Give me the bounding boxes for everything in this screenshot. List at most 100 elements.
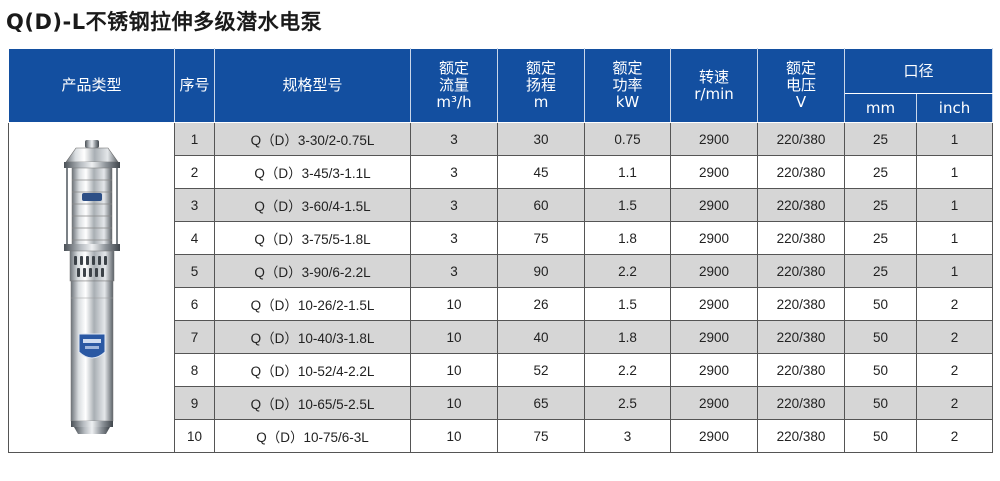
header-flow-unit: m³/h [436, 93, 472, 111]
cell-flow: 3 [410, 155, 498, 189]
cell-flow: 10 [410, 353, 498, 387]
cell-seq: 7 [174, 320, 215, 354]
cell-flow: 10 [410, 386, 498, 420]
header-speed: 转速 r/min [670, 48, 758, 123]
cell-mm: 50 [844, 320, 917, 354]
cell-speed: 2900 [670, 386, 758, 420]
cell-mm: 50 [844, 353, 917, 387]
cell-inch: 2 [915, 353, 994, 387]
cell-mm: 25 [844, 155, 917, 189]
cell-power: 2.2 [584, 254, 671, 288]
cell-seq: 9 [174, 386, 215, 420]
cell-head: 60 [497, 188, 585, 222]
cell-mm: 25 [844, 254, 917, 288]
cell-voltage: 220/380 [757, 419, 845, 453]
header-voltage: 额定 电压 V [757, 48, 845, 123]
header-head-unit: m [533, 93, 549, 111]
cell-inch: 1 [915, 155, 994, 189]
cell-head: 30 [497, 122, 585, 156]
header-power-line2: 功率 [612, 76, 643, 94]
cell-speed: 2900 [670, 122, 758, 156]
header-head: 额定 扬程 m [497, 48, 585, 123]
cell-voltage: 220/380 [757, 320, 845, 354]
cell-voltage: 220/380 [757, 221, 845, 255]
cell-power: 0.75 [584, 122, 671, 156]
cell-head: 90 [497, 254, 585, 288]
cell-power: 1.1 [584, 155, 671, 189]
cell-voltage: 220/380 [757, 353, 845, 387]
cell-speed: 2900 [670, 221, 758, 255]
cell-flow: 3 [410, 221, 498, 255]
cell-inch: 1 [915, 254, 994, 288]
cell-inch: 2 [915, 320, 994, 354]
cell-inch: 2 [915, 386, 994, 420]
cell-seq: 4 [174, 221, 215, 255]
cell-flow: 3 [410, 122, 498, 156]
cell-seq: 6 [174, 287, 215, 321]
cell-power: 1.5 [584, 188, 671, 222]
cell-inch: 1 [915, 122, 994, 156]
cell-speed: 2900 [670, 320, 758, 354]
cell-inch: 1 [915, 188, 994, 222]
cell-voltage: 220/380 [757, 188, 845, 222]
cell-model: Q（D）3-75/5-1.8L [214, 221, 411, 255]
header-seq: 序号 [174, 48, 215, 123]
cell-voltage: 220/380 [757, 287, 845, 321]
cell-head: 26 [497, 287, 585, 321]
header-caliber: 口径 [843, 48, 994, 94]
cell-mm: 25 [844, 122, 917, 156]
header-speed-unit: r/min [694, 84, 734, 103]
cell-head: 75 [497, 221, 585, 255]
cell-model: Q（D）10-26/2-1.5L [214, 287, 411, 321]
header-flow-line2: 流量 [438, 76, 469, 94]
cell-head: 52 [497, 353, 585, 387]
table-row: 6 Q（D）10-26/2-1.5L 10 26 1.5 2900 220/38… [9, 287, 994, 321]
spec-table: 产品类型 序号 规格型号 额定 流量 m³/h 额定 扬程 m 额定 功率 kW… [8, 48, 994, 453]
cell-mm: 50 [844, 287, 917, 321]
header-power-line1: 额定 [612, 59, 643, 77]
cell-speed: 2900 [670, 287, 758, 321]
submersible-pump-image [52, 138, 132, 438]
header-caliber-mm: mm [844, 93, 917, 123]
cell-model: Q（D）3-30/2-0.75L [214, 122, 411, 156]
cell-voltage: 220/380 [757, 386, 845, 420]
cell-model: Q（D）3-45/3-1.1L [214, 155, 411, 189]
cell-power: 2.5 [584, 386, 671, 420]
cell-inch: 2 [915, 419, 994, 453]
cell-seq: 5 [174, 254, 215, 288]
product-image-cell [8, 122, 175, 453]
header-voltage-unit: V [795, 93, 807, 111]
page-title: Q(D)-L不锈钢拉伸多级潜水电泵 [6, 10, 323, 34]
cell-speed: 2900 [670, 155, 758, 189]
header-power: 额定 功率 kW [584, 48, 671, 123]
cell-inch: 2 [915, 287, 994, 321]
cell-seq: 8 [174, 353, 215, 387]
header-flow-line1: 额定 [438, 59, 469, 77]
cell-mm: 25 [844, 221, 917, 255]
header-power-unit: kW [615, 93, 640, 111]
header-voltage-line2: 电压 [785, 76, 816, 94]
cell-flow: 10 [410, 287, 498, 321]
cell-model: Q（D）10-52/4-2.2L [214, 353, 411, 387]
cell-seq: 2 [174, 155, 215, 189]
cell-power: 1.5 [584, 287, 671, 321]
cell-mm: 50 [844, 419, 917, 453]
cell-flow: 3 [410, 254, 498, 288]
cell-mm: 50 [844, 386, 917, 420]
cell-model: Q（D）10-65/5-2.5L [214, 386, 411, 420]
cell-power: 1.8 [584, 320, 671, 354]
cell-speed: 2900 [670, 353, 758, 387]
cell-head: 40 [497, 320, 585, 354]
cell-speed: 2900 [670, 188, 758, 222]
cell-seq: 10 [174, 419, 215, 453]
header-voltage-line1: 额定 [785, 59, 816, 77]
header-head-line2: 扬程 [525, 76, 556, 94]
cell-head: 75 [497, 419, 585, 453]
cell-power: 2.2 [584, 353, 671, 387]
table-row: 4 Q（D）3-75/5-1.8L 3 75 1.8 2900 220/380 … [9, 221, 994, 255]
table-row: 7 Q（D）10-40/3-1.8L 10 40 1.8 2900 220/38… [9, 320, 994, 354]
cell-seq: 1 [174, 122, 215, 156]
header-speed-line1: 转速 [698, 67, 729, 86]
table-row: 1 Q（D）3-30/2-0.75L 3 30 0.75 2900 220/38… [8, 122, 994, 453]
cell-seq: 3 [174, 188, 215, 222]
